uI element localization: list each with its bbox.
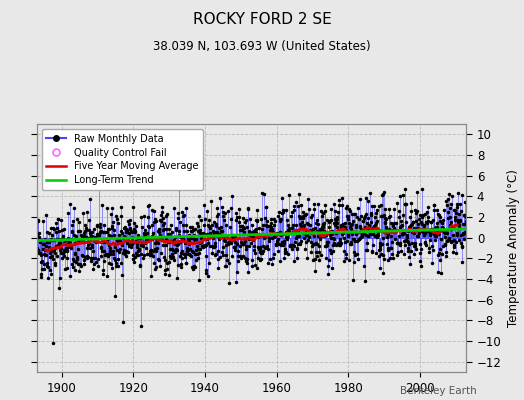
Text: Berkeley Earth: Berkeley Earth — [400, 386, 477, 396]
Y-axis label: Temperature Anomaly (°C): Temperature Anomaly (°C) — [507, 169, 520, 327]
Legend: Raw Monthly Data, Quality Control Fail, Five Year Moving Average, Long-Term Tren: Raw Monthly Data, Quality Control Fail, … — [41, 129, 203, 190]
Text: 38.039 N, 103.693 W (United States): 38.039 N, 103.693 W (United States) — [153, 40, 371, 53]
Text: ROCKY FORD 2 SE: ROCKY FORD 2 SE — [193, 12, 331, 27]
